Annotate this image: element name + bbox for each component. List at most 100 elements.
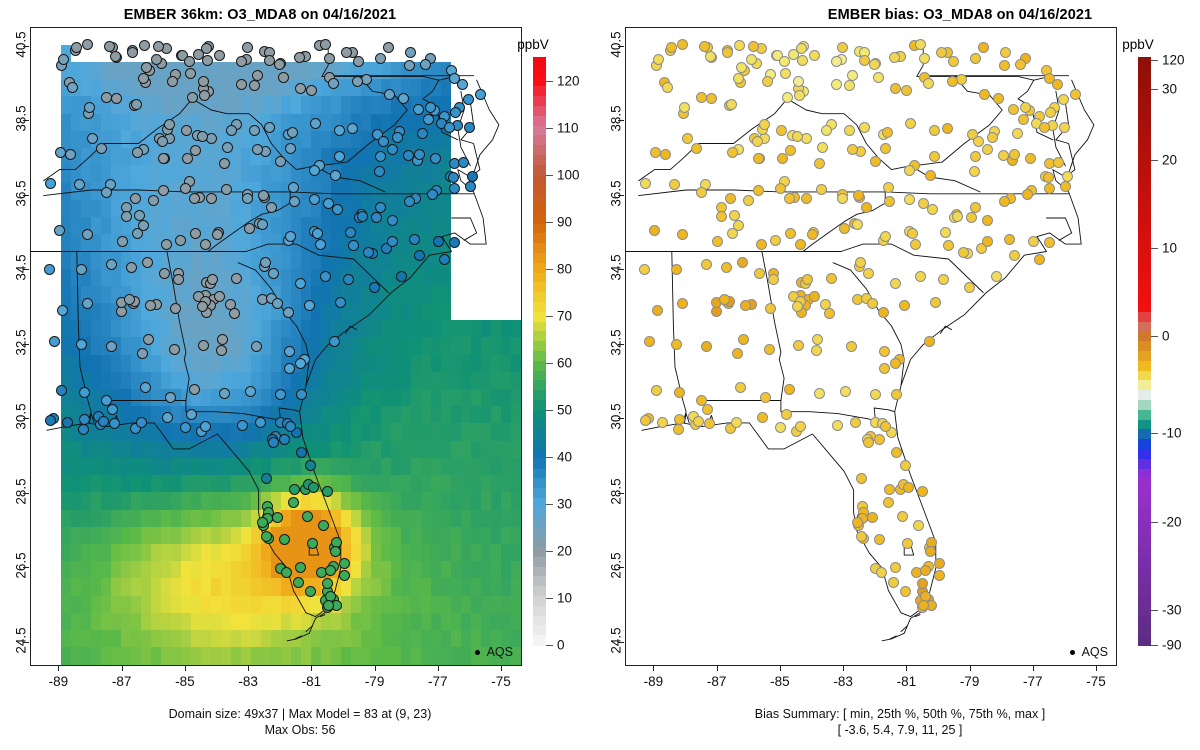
station-marker[interactable] xyxy=(319,270,331,282)
station-marker[interactable] xyxy=(372,128,384,140)
station-marker[interactable] xyxy=(778,56,790,68)
station-marker[interactable] xyxy=(889,561,901,573)
station-marker[interactable] xyxy=(251,341,263,353)
station-marker[interactable] xyxy=(143,334,155,346)
station-marker[interactable] xyxy=(649,146,661,158)
station-marker[interactable] xyxy=(923,77,935,89)
station-marker[interactable] xyxy=(414,249,426,261)
station-marker[interactable] xyxy=(784,192,796,204)
station-marker[interactable] xyxy=(920,565,932,577)
station-marker[interactable] xyxy=(284,142,296,154)
station-marker[interactable] xyxy=(288,181,300,193)
station-marker[interactable] xyxy=(429,153,441,165)
station-marker[interactable] xyxy=(935,46,947,58)
station-marker[interactable] xyxy=(206,273,218,285)
station-marker[interactable] xyxy=(79,386,91,398)
station-marker[interactable] xyxy=(87,133,98,145)
station-markers-bias[interactable] xyxy=(626,28,1116,665)
station-marker[interactable] xyxy=(666,42,678,54)
station-marker[interactable] xyxy=(294,277,306,289)
station-marker[interactable] xyxy=(213,291,225,303)
station-marker[interactable] xyxy=(785,227,797,239)
station-marker[interactable] xyxy=(45,415,57,427)
station-marker[interactable] xyxy=(77,424,89,436)
station-marker[interactable] xyxy=(785,145,797,157)
station-marker[interactable] xyxy=(375,150,387,162)
station-marker[interactable] xyxy=(322,599,334,611)
station-marker[interactable] xyxy=(310,117,322,129)
station-marker[interactable] xyxy=(338,557,350,569)
station-marker[interactable] xyxy=(161,412,173,424)
station-marker[interactable] xyxy=(245,386,257,398)
station-marker[interactable] xyxy=(197,301,209,313)
station-marker[interactable] xyxy=(81,39,93,51)
station-marker[interactable] xyxy=(732,219,744,231)
station-marker[interactable] xyxy=(721,262,733,274)
station-marker[interactable] xyxy=(135,416,147,428)
station-marker[interactable] xyxy=(408,233,420,245)
station-marker[interactable] xyxy=(319,39,331,51)
station-marker[interactable] xyxy=(200,238,212,250)
station-marker[interactable] xyxy=(938,274,950,286)
station-marker[interactable] xyxy=(704,50,716,62)
station-marker[interactable] xyxy=(357,210,369,222)
station-marker[interactable] xyxy=(918,198,930,210)
station-marker[interactable] xyxy=(1019,102,1031,114)
station-marker[interactable] xyxy=(420,59,432,71)
station-marker[interactable] xyxy=(880,420,892,432)
station-marker[interactable] xyxy=(129,423,141,435)
station-marker[interactable] xyxy=(294,357,306,369)
station-marker[interactable] xyxy=(814,387,826,399)
station-marker[interactable] xyxy=(198,76,210,88)
station-marker[interactable] xyxy=(1044,182,1056,194)
station-marker[interactable] xyxy=(852,190,864,202)
station-marker[interactable] xyxy=(228,307,240,319)
station-marker[interactable] xyxy=(296,447,307,459)
station-marker[interactable] xyxy=(180,125,192,137)
station-marker[interactable] xyxy=(449,106,461,118)
station-marker[interactable] xyxy=(753,268,765,280)
station-marker[interactable] xyxy=(185,67,197,79)
station-marker[interactable] xyxy=(643,336,655,348)
station-marker[interactable] xyxy=(863,437,875,449)
station-marker[interactable] xyxy=(169,303,181,315)
station-marker[interactable] xyxy=(978,89,990,101)
station-marker[interactable] xyxy=(734,39,746,51)
station-marker[interactable] xyxy=(967,128,979,140)
station-marker[interactable] xyxy=(284,362,296,374)
station-marker[interactable] xyxy=(691,143,703,155)
station-marker[interactable] xyxy=(793,76,805,88)
station-marker[interactable] xyxy=(286,127,298,139)
station-marker[interactable] xyxy=(264,121,276,133)
station-marker[interactable] xyxy=(73,179,85,191)
station-marker[interactable] xyxy=(1043,236,1055,248)
station-marker[interactable] xyxy=(928,125,940,137)
station-marker[interactable] xyxy=(732,72,744,84)
station-marker[interactable] xyxy=(211,229,223,241)
station-marker[interactable] xyxy=(285,420,297,432)
station-marker[interactable] xyxy=(861,202,873,214)
station-marker[interactable] xyxy=(964,282,976,294)
station-marker[interactable] xyxy=(416,127,428,139)
station-marker[interactable] xyxy=(1000,46,1012,58)
station-marker[interactable] xyxy=(927,203,939,215)
station-marker[interactable] xyxy=(800,193,812,205)
station-marker[interactable] xyxy=(837,42,849,54)
station-marker[interactable] xyxy=(386,236,398,248)
station-marker[interactable] xyxy=(796,55,808,67)
station-marker[interactable] xyxy=(795,42,807,54)
station-marker[interactable] xyxy=(1021,189,1033,201)
station-marker[interactable] xyxy=(120,210,132,222)
station-marker[interactable] xyxy=(190,227,202,239)
station-marker[interactable] xyxy=(398,92,410,104)
station-marker[interactable] xyxy=(788,48,800,60)
station-marker[interactable] xyxy=(883,181,895,193)
station-marker[interactable] xyxy=(104,40,116,52)
station-marker[interactable] xyxy=(925,169,937,181)
station-marker[interactable] xyxy=(180,422,192,434)
station-marker[interactable] xyxy=(752,136,764,148)
station-marker[interactable] xyxy=(288,195,300,207)
station-marker[interactable] xyxy=(730,416,742,428)
station-marker[interactable] xyxy=(164,391,176,403)
station-marker[interactable] xyxy=(186,91,198,103)
